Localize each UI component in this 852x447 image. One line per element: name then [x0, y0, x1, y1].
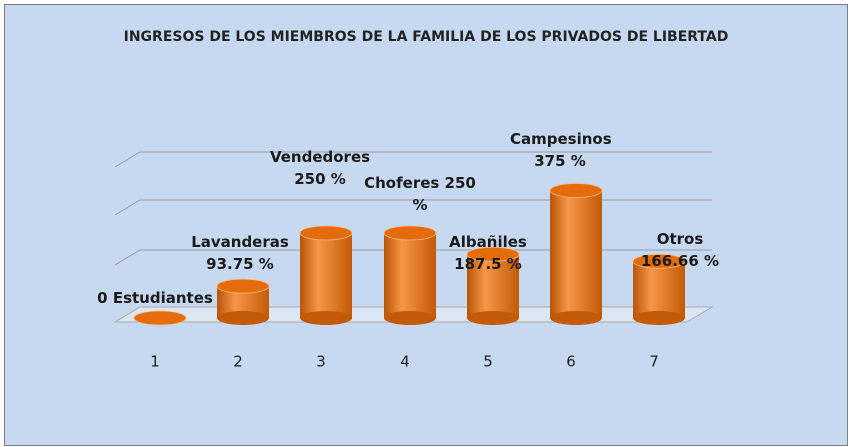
data-label: Campesinos 375 %: [510, 130, 612, 170]
data-label: Otros 166.66 %: [640, 230, 720, 270]
bar-top: [299, 225, 353, 241]
bar-bottom: [550, 311, 602, 325]
x-tick-label: 4: [400, 353, 410, 371]
data-label: Lavanderas 93.75 %: [191, 233, 289, 273]
bar-bottom: [633, 311, 685, 325]
x-tick-label: 1: [150, 353, 160, 371]
data-label: Choferes 250 %: [364, 174, 476, 214]
bar-top: [383, 225, 437, 241]
x-tick-label: 5: [483, 353, 493, 371]
bar: [299, 225, 353, 325]
data-label: Vendedores 250 %: [269, 148, 371, 188]
bar-top: [216, 278, 270, 294]
bar-body: [633, 261, 685, 318]
bar-bottom: [467, 311, 519, 325]
data-label: 0 Estudiantes: [97, 289, 213, 307]
data-label: Albañiles 187.5 %: [449, 233, 527, 273]
bar-top: [133, 310, 187, 326]
bar-body: [550, 190, 602, 318]
bar-top: [549, 183, 603, 198]
bar: [632, 253, 686, 325]
bar-top: [632, 253, 686, 269]
bar: [549, 183, 603, 325]
bar-top: [466, 246, 520, 262]
bar-bottom: [217, 311, 269, 325]
bar-body: [300, 233, 352, 318]
chart-title: INGRESOS DE LOS MIEMBROS DE LA FAMILIA D…: [123, 29, 729, 45]
x-tick-label: 7: [649, 353, 659, 371]
x-tick-label: 6: [566, 353, 576, 371]
chart-frame: [4, 4, 848, 446]
x-tick-label: 3: [316, 353, 326, 371]
bar-bottom: [384, 311, 436, 325]
bar: [216, 278, 270, 325]
bar: [383, 225, 437, 325]
grid: [114, 151, 712, 266]
x-tick-label: 2: [233, 353, 243, 371]
bar: [466, 246, 520, 325]
bar-body: [467, 254, 519, 318]
bar: [133, 310, 187, 326]
bar-body: [384, 233, 436, 318]
bar-bottom: [300, 311, 352, 325]
